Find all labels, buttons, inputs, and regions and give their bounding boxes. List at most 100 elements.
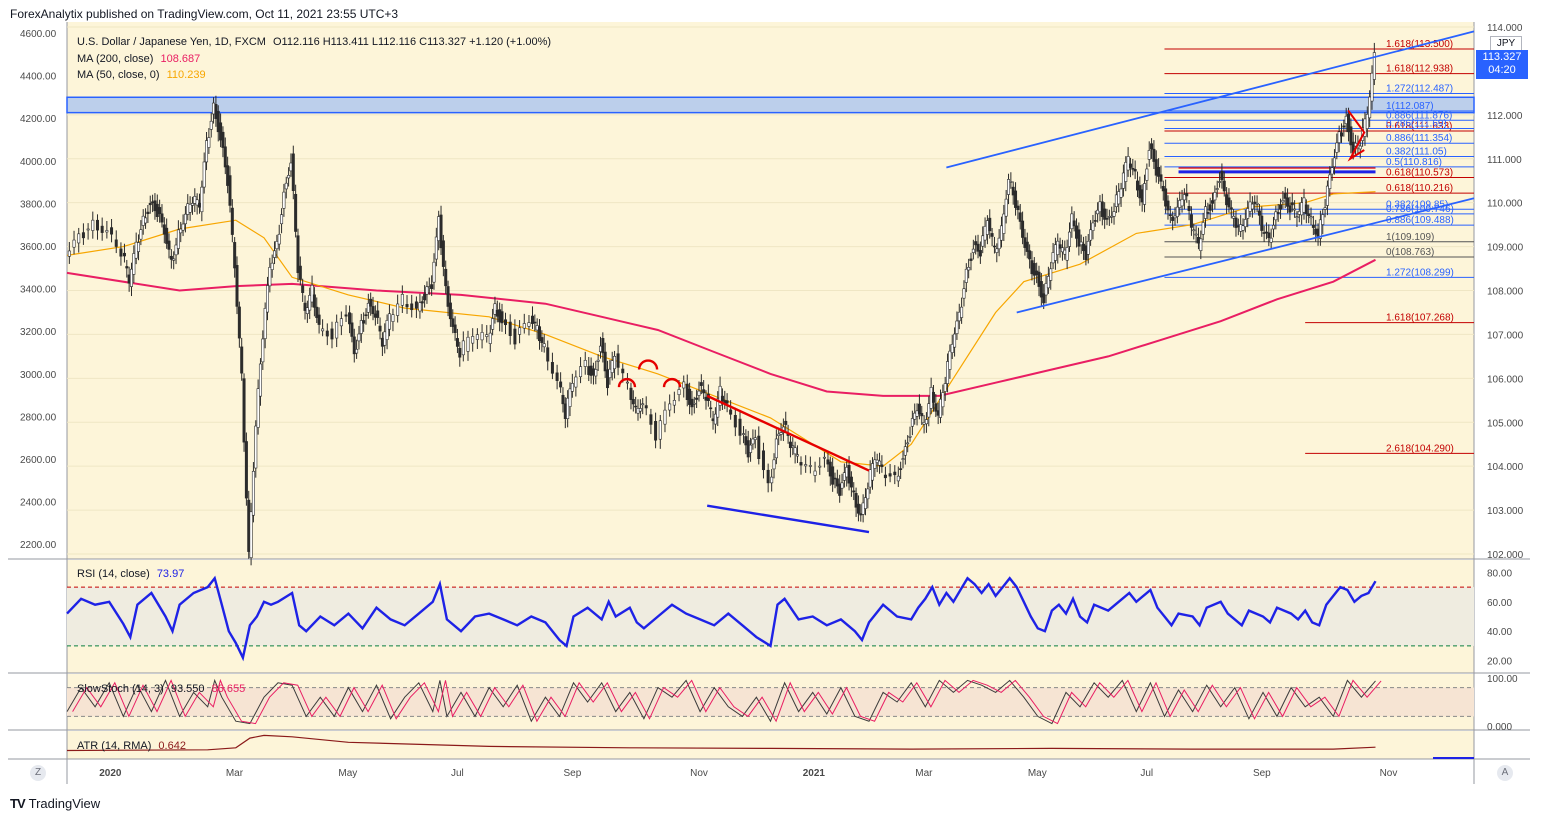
auto-scale-button[interactable]: A (1497, 765, 1513, 781)
candle-body (141, 215, 145, 226)
candle-body (1086, 240, 1090, 255)
candle-body (176, 229, 180, 249)
candle-body (160, 213, 164, 223)
candle-body (1009, 181, 1013, 183)
zoom-button[interactable]: Z (30, 765, 46, 781)
candle-body (513, 328, 517, 345)
candle-body (1201, 222, 1205, 235)
candle-body (596, 359, 600, 362)
candle-body (777, 433, 781, 436)
candle-body (682, 381, 686, 389)
candle-body (488, 332, 492, 344)
candle-body (1337, 131, 1341, 143)
candle-body (277, 233, 281, 245)
candle-body (119, 248, 123, 257)
right-axis-tick: 104.000 (1487, 462, 1524, 473)
candle-body (1264, 231, 1268, 234)
candle-body (1225, 194, 1229, 206)
candle-body (339, 318, 343, 327)
candle-body (920, 413, 924, 417)
candle-body (1002, 213, 1006, 234)
candle-body (1302, 197, 1306, 213)
candle-body (1248, 201, 1252, 212)
candle-body (1276, 212, 1280, 214)
x-axis-tick: Sep (1253, 768, 1271, 779)
candle-body (561, 394, 565, 405)
candle-body (1075, 225, 1079, 239)
candle-body (1325, 185, 1329, 206)
candle-body (1119, 188, 1123, 198)
candle-body (779, 432, 783, 435)
candle-body (105, 230, 109, 233)
candle-body (1131, 168, 1135, 170)
candle-body (658, 420, 662, 440)
candle-body (385, 320, 389, 340)
candle-body (791, 445, 795, 448)
fib-blue-label: 1(112.087) (1386, 101, 1434, 112)
candle-body (289, 162, 293, 172)
candle-body (169, 255, 173, 260)
candle-body (822, 456, 826, 459)
candle-body (1222, 180, 1226, 192)
candle-body (380, 337, 384, 347)
candle-body (174, 244, 178, 256)
candle-body (903, 446, 907, 456)
candle-body (579, 366, 583, 378)
candle-body (663, 409, 667, 425)
candle-body (950, 343, 954, 353)
candle-body (1347, 113, 1351, 133)
candle-body (348, 312, 352, 325)
candle-body (1203, 206, 1207, 219)
candle-body (183, 213, 187, 225)
candle-body (1192, 229, 1196, 232)
candle-body (995, 248, 999, 253)
candle-body (1126, 156, 1130, 171)
candle-body (856, 503, 860, 514)
fib-red-label: 0.618(111.633) (1386, 121, 1452, 132)
candle-body (1321, 214, 1325, 225)
head-shoulders-arc (662, 377, 682, 388)
candle-body (774, 438, 778, 459)
price-chart-svg[interactable]: 4600.00 4400.00 4200.00 4000.00 3800.00 3600.… (0, 22, 1545, 784)
candle-body (273, 250, 277, 258)
candle-body (601, 338, 605, 354)
candle-body (466, 336, 470, 352)
candle-body (749, 444, 753, 453)
x-axis-tick: Jul (451, 768, 464, 779)
candle-body (1311, 224, 1315, 228)
candle-body (315, 306, 319, 318)
candle-body (1159, 174, 1163, 182)
candle-body (475, 334, 479, 340)
candle-body (1157, 166, 1161, 177)
candle-body (1168, 214, 1172, 216)
candle-body (685, 383, 689, 401)
fib-red-label: 2.618(104.290) (1386, 443, 1454, 454)
candle-body (943, 383, 947, 392)
tradingview-logo[interactable]: TV TradingView (10, 796, 100, 811)
candle-body (439, 214, 443, 249)
candle-body (216, 110, 220, 133)
candle-body (284, 182, 288, 190)
candle-body (1206, 212, 1210, 214)
candle-body (158, 207, 162, 214)
candle-body (357, 333, 361, 342)
candle-body (1253, 201, 1257, 204)
candle-body (1065, 247, 1069, 261)
fib-blue-label: 1.272(108.299) (1386, 267, 1454, 278)
candle-body (1044, 283, 1048, 296)
candle-body (1173, 215, 1177, 219)
candle-body (1295, 216, 1299, 219)
candle-body (207, 137, 211, 148)
candle-body (835, 478, 839, 487)
ma200-line (66, 258, 1376, 397)
bar-countdown: 04:20 (1488, 64, 1516, 76)
candle-body (233, 242, 237, 269)
candle-body (1358, 145, 1362, 150)
candle-body (352, 336, 356, 355)
candle-body (746, 440, 750, 458)
candle-body (1171, 216, 1175, 221)
candle-body (1229, 207, 1233, 210)
x-axis-tick: 2021 (803, 768, 826, 779)
legend-ohlc: O112.116 H113.411 L112.116 C113.327 +1.1… (273, 36, 552, 48)
chart-area[interactable]: 4600.00 4400.00 4200.00 4000.00 3800.00 3600.… (0, 22, 1545, 784)
